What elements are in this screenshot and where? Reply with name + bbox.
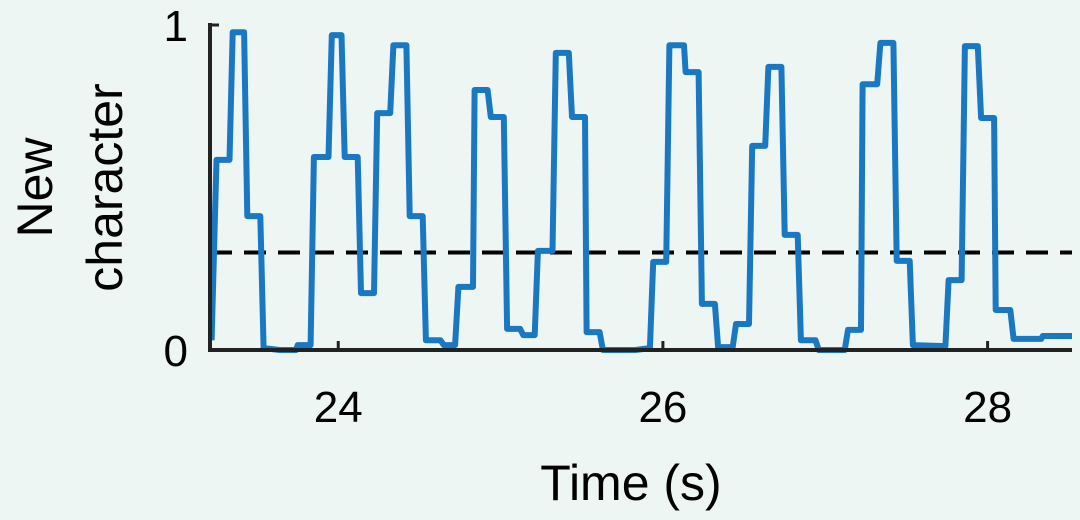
y-tick-label: 0	[164, 327, 188, 376]
x-tick-label: 26	[638, 383, 687, 432]
y-tick-label: 1	[164, 2, 188, 51]
y-axis-label: New character	[7, 83, 133, 291]
x-tick-label: 28	[963, 383, 1012, 432]
y-axis-label-line: character	[77, 83, 133, 291]
data-line	[208, 29, 1072, 353]
y-axis-label-line: New	[7, 137, 63, 238]
x-axis-label: Time (s)	[540, 455, 721, 511]
x-tick-label: 24	[314, 383, 363, 432]
